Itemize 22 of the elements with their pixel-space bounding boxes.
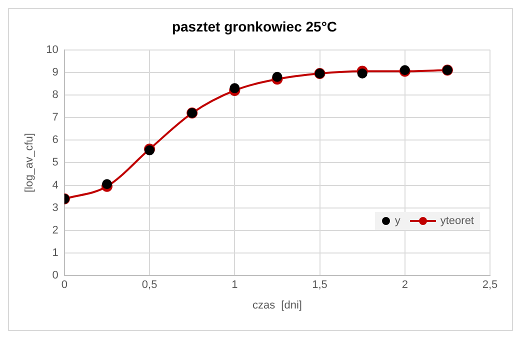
y-tick-label: 9 <box>52 66 58 78</box>
y-tick-label: 3 <box>52 202 58 214</box>
x-axis-title: czas [dni] <box>252 299 302 312</box>
y-tick-label: 0 <box>52 270 58 282</box>
y-tick-label: 1 <box>52 247 58 260</box>
x-tick-label: 2,5 <box>482 279 498 292</box>
x-tick-label: 1 <box>232 279 238 292</box>
y-tick-label: 2 <box>52 224 58 236</box>
x-tick-label: 0 <box>61 279 68 292</box>
y-tick-label: 7 <box>52 112 58 124</box>
x-tick-label: 0,5 <box>142 279 158 292</box>
x-tick-label: 1,5 <box>312 279 328 292</box>
x-tick-label: 2 <box>402 279 408 292</box>
legend-label: yteoret <box>440 215 474 227</box>
y-axis-title: [log_av_cfu] <box>24 133 36 192</box>
y-tick-label: 6 <box>52 134 58 146</box>
y-tick-label: 4 <box>52 179 58 192</box>
chart-title: pasztet gronkowiec 25°C <box>172 18 338 34</box>
y-tick-label: 10 <box>46 44 58 56</box>
legend-label: y <box>394 215 400 227</box>
y-tick-label: 5 <box>52 156 58 169</box>
y-tick-label: 8 <box>52 88 58 101</box>
